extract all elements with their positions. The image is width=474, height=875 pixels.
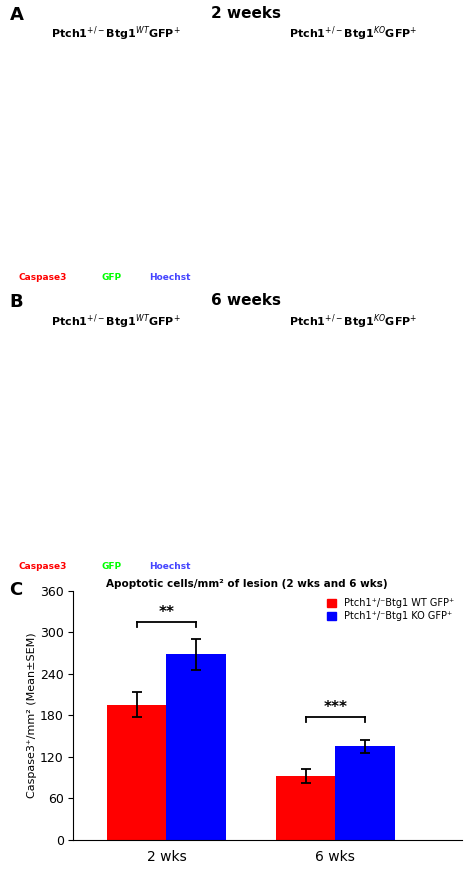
Legend: Ptch1⁺/⁻Btg1 WT GFP⁺, Ptch1⁺/⁻Btg1 KO GFP⁺: Ptch1⁺/⁻Btg1 WT GFP⁺, Ptch1⁺/⁻Btg1 KO GF… — [324, 596, 457, 624]
Text: 6 weeks: 6 weeks — [211, 293, 282, 308]
Text: GFP: GFP — [102, 562, 122, 570]
Text: Hoechst: Hoechst — [149, 273, 191, 282]
Text: ***: *** — [323, 700, 347, 715]
Text: C: C — [9, 581, 23, 599]
Text: IGL: IGL — [72, 94, 87, 105]
Text: Caspase3: Caspase3 — [19, 562, 67, 570]
Text: Ptch1$^{+/-}$Btg1$^{WT}$GFP$^{+}$: Ptch1$^{+/-}$Btg1$^{WT}$GFP$^{+}$ — [51, 312, 181, 331]
Text: Caspase3: Caspase3 — [19, 273, 67, 282]
Bar — [166, 654, 226, 840]
Text: Hoechst: Hoechst — [149, 562, 191, 570]
Text: IGL: IGL — [292, 69, 307, 80]
Text: Ptch1$^{+/-}$Btg1$^{WT}$GFP$^{+}$: Ptch1$^{+/-}$Btg1$^{WT}$GFP$^{+}$ — [51, 24, 181, 43]
Text: ML: ML — [94, 160, 108, 170]
Bar — [276, 775, 336, 840]
Text: A: A — [9, 6, 23, 24]
Text: ML: ML — [343, 111, 357, 121]
Text: 2 weeks: 2 weeks — [211, 6, 282, 21]
Text: Ptch1$^{+/-}$Btg1$^{KO}$GFP$^{+}$: Ptch1$^{+/-}$Btg1$^{KO}$GFP$^{+}$ — [289, 24, 418, 43]
Text: GFP: GFP — [102, 273, 122, 282]
Y-axis label: Caspase3⁺/mm² (Mean±SEM): Caspase3⁺/mm² (Mean±SEM) — [27, 633, 37, 798]
Text: Ptch1$^{+/-}$Btg1$^{KO}$GFP$^{+}$: Ptch1$^{+/-}$Btg1$^{KO}$GFP$^{+}$ — [289, 312, 418, 331]
Bar — [107, 705, 166, 840]
Bar — [336, 746, 394, 840]
Text: Apoptotic cells/mm² of lesion (2 wks and 6 wks): Apoptotic cells/mm² of lesion (2 wks and… — [106, 579, 387, 589]
Text: **: ** — [158, 605, 174, 620]
Text: B: B — [9, 293, 23, 311]
